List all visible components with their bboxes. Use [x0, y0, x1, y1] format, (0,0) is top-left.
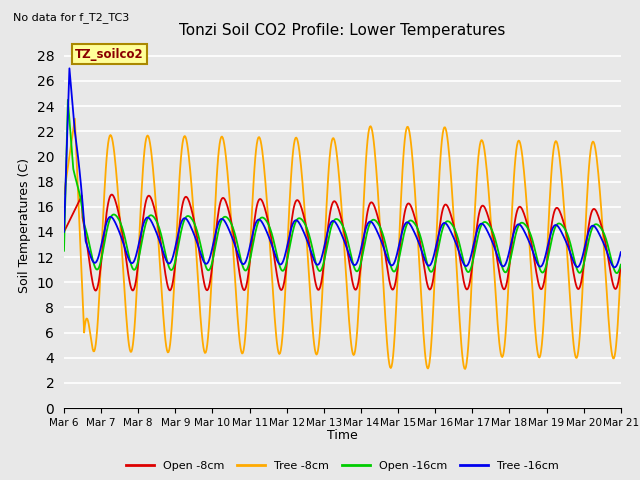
- Text: TZ_soilco2: TZ_soilco2: [75, 48, 144, 61]
- Text: No data for f_T2_TC3: No data for f_T2_TC3: [13, 12, 129, 23]
- X-axis label: Time: Time: [327, 429, 358, 442]
- Title: Tonzi Soil CO2 Profile: Lower Temperatures: Tonzi Soil CO2 Profile: Lower Temperatur…: [179, 23, 506, 38]
- Y-axis label: Soil Temperatures (C): Soil Temperatures (C): [18, 158, 31, 293]
- Legend: Open -8cm, Tree -8cm, Open -16cm, Tree -16cm: Open -8cm, Tree -8cm, Open -16cm, Tree -…: [122, 456, 563, 475]
